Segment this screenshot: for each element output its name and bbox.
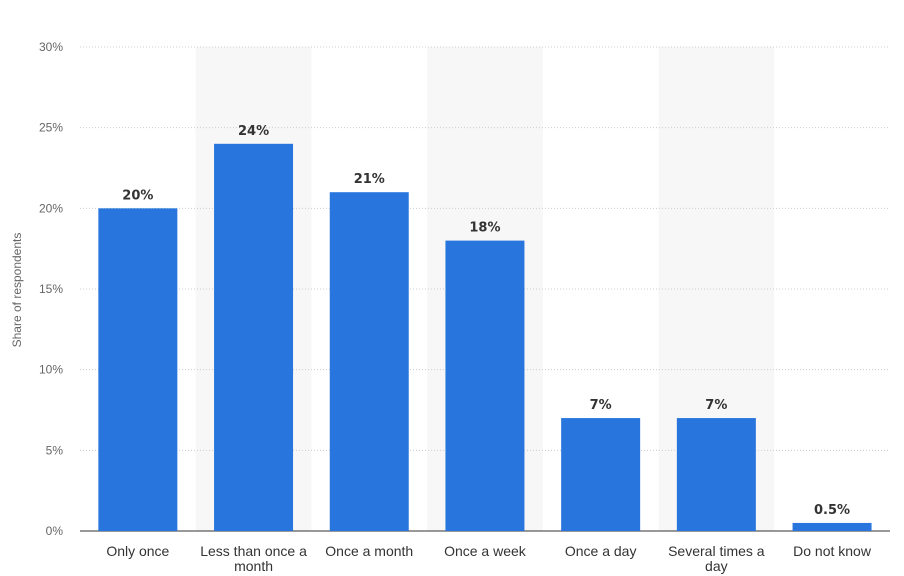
data-labels: 20% 24% 21% 18% 7% 7% 0.5% xyxy=(122,124,850,518)
bars xyxy=(98,143,872,532)
bar-6 xyxy=(792,522,872,531)
bar-1 xyxy=(214,143,294,532)
bar-4 xyxy=(561,418,641,531)
bar-0 xyxy=(98,208,178,532)
y-tick-label: 25% xyxy=(39,121,63,135)
data-label: 0.5% xyxy=(814,503,850,518)
category-label: Once a month xyxy=(325,543,413,559)
data-label: 20% xyxy=(122,188,153,203)
bar-5 xyxy=(676,418,756,531)
y-tick-label: 30% xyxy=(39,40,63,54)
data-label: 7% xyxy=(705,398,727,413)
bar-2 xyxy=(329,192,409,531)
bar-3 xyxy=(445,240,525,531)
y-axis-title: Share of respondents xyxy=(10,233,24,348)
category-label: Do not know xyxy=(793,543,872,559)
category-label: Once a day xyxy=(565,543,637,559)
y-tick-label: 10% xyxy=(39,363,63,377)
category-label: Less than once a xyxy=(200,543,307,559)
y-tick-label: 0% xyxy=(46,524,64,538)
y-axis-ticks: 0% 5% 10% 15% 20% 25% 30% xyxy=(39,40,63,538)
y-tick-label: 20% xyxy=(39,201,63,215)
data-label: 21% xyxy=(354,172,385,187)
category-label: Several times a xyxy=(668,543,765,559)
data-label: 18% xyxy=(469,221,500,236)
data-label: 24% xyxy=(238,124,269,139)
category-label: day xyxy=(705,558,728,574)
category-label: month xyxy=(234,558,273,574)
data-label: 7% xyxy=(590,398,612,413)
category-label: Once a week xyxy=(444,543,527,559)
category-label: Only once xyxy=(106,543,169,559)
y-tick-label: 5% xyxy=(46,443,64,457)
y-tick-label: 15% xyxy=(39,282,63,296)
